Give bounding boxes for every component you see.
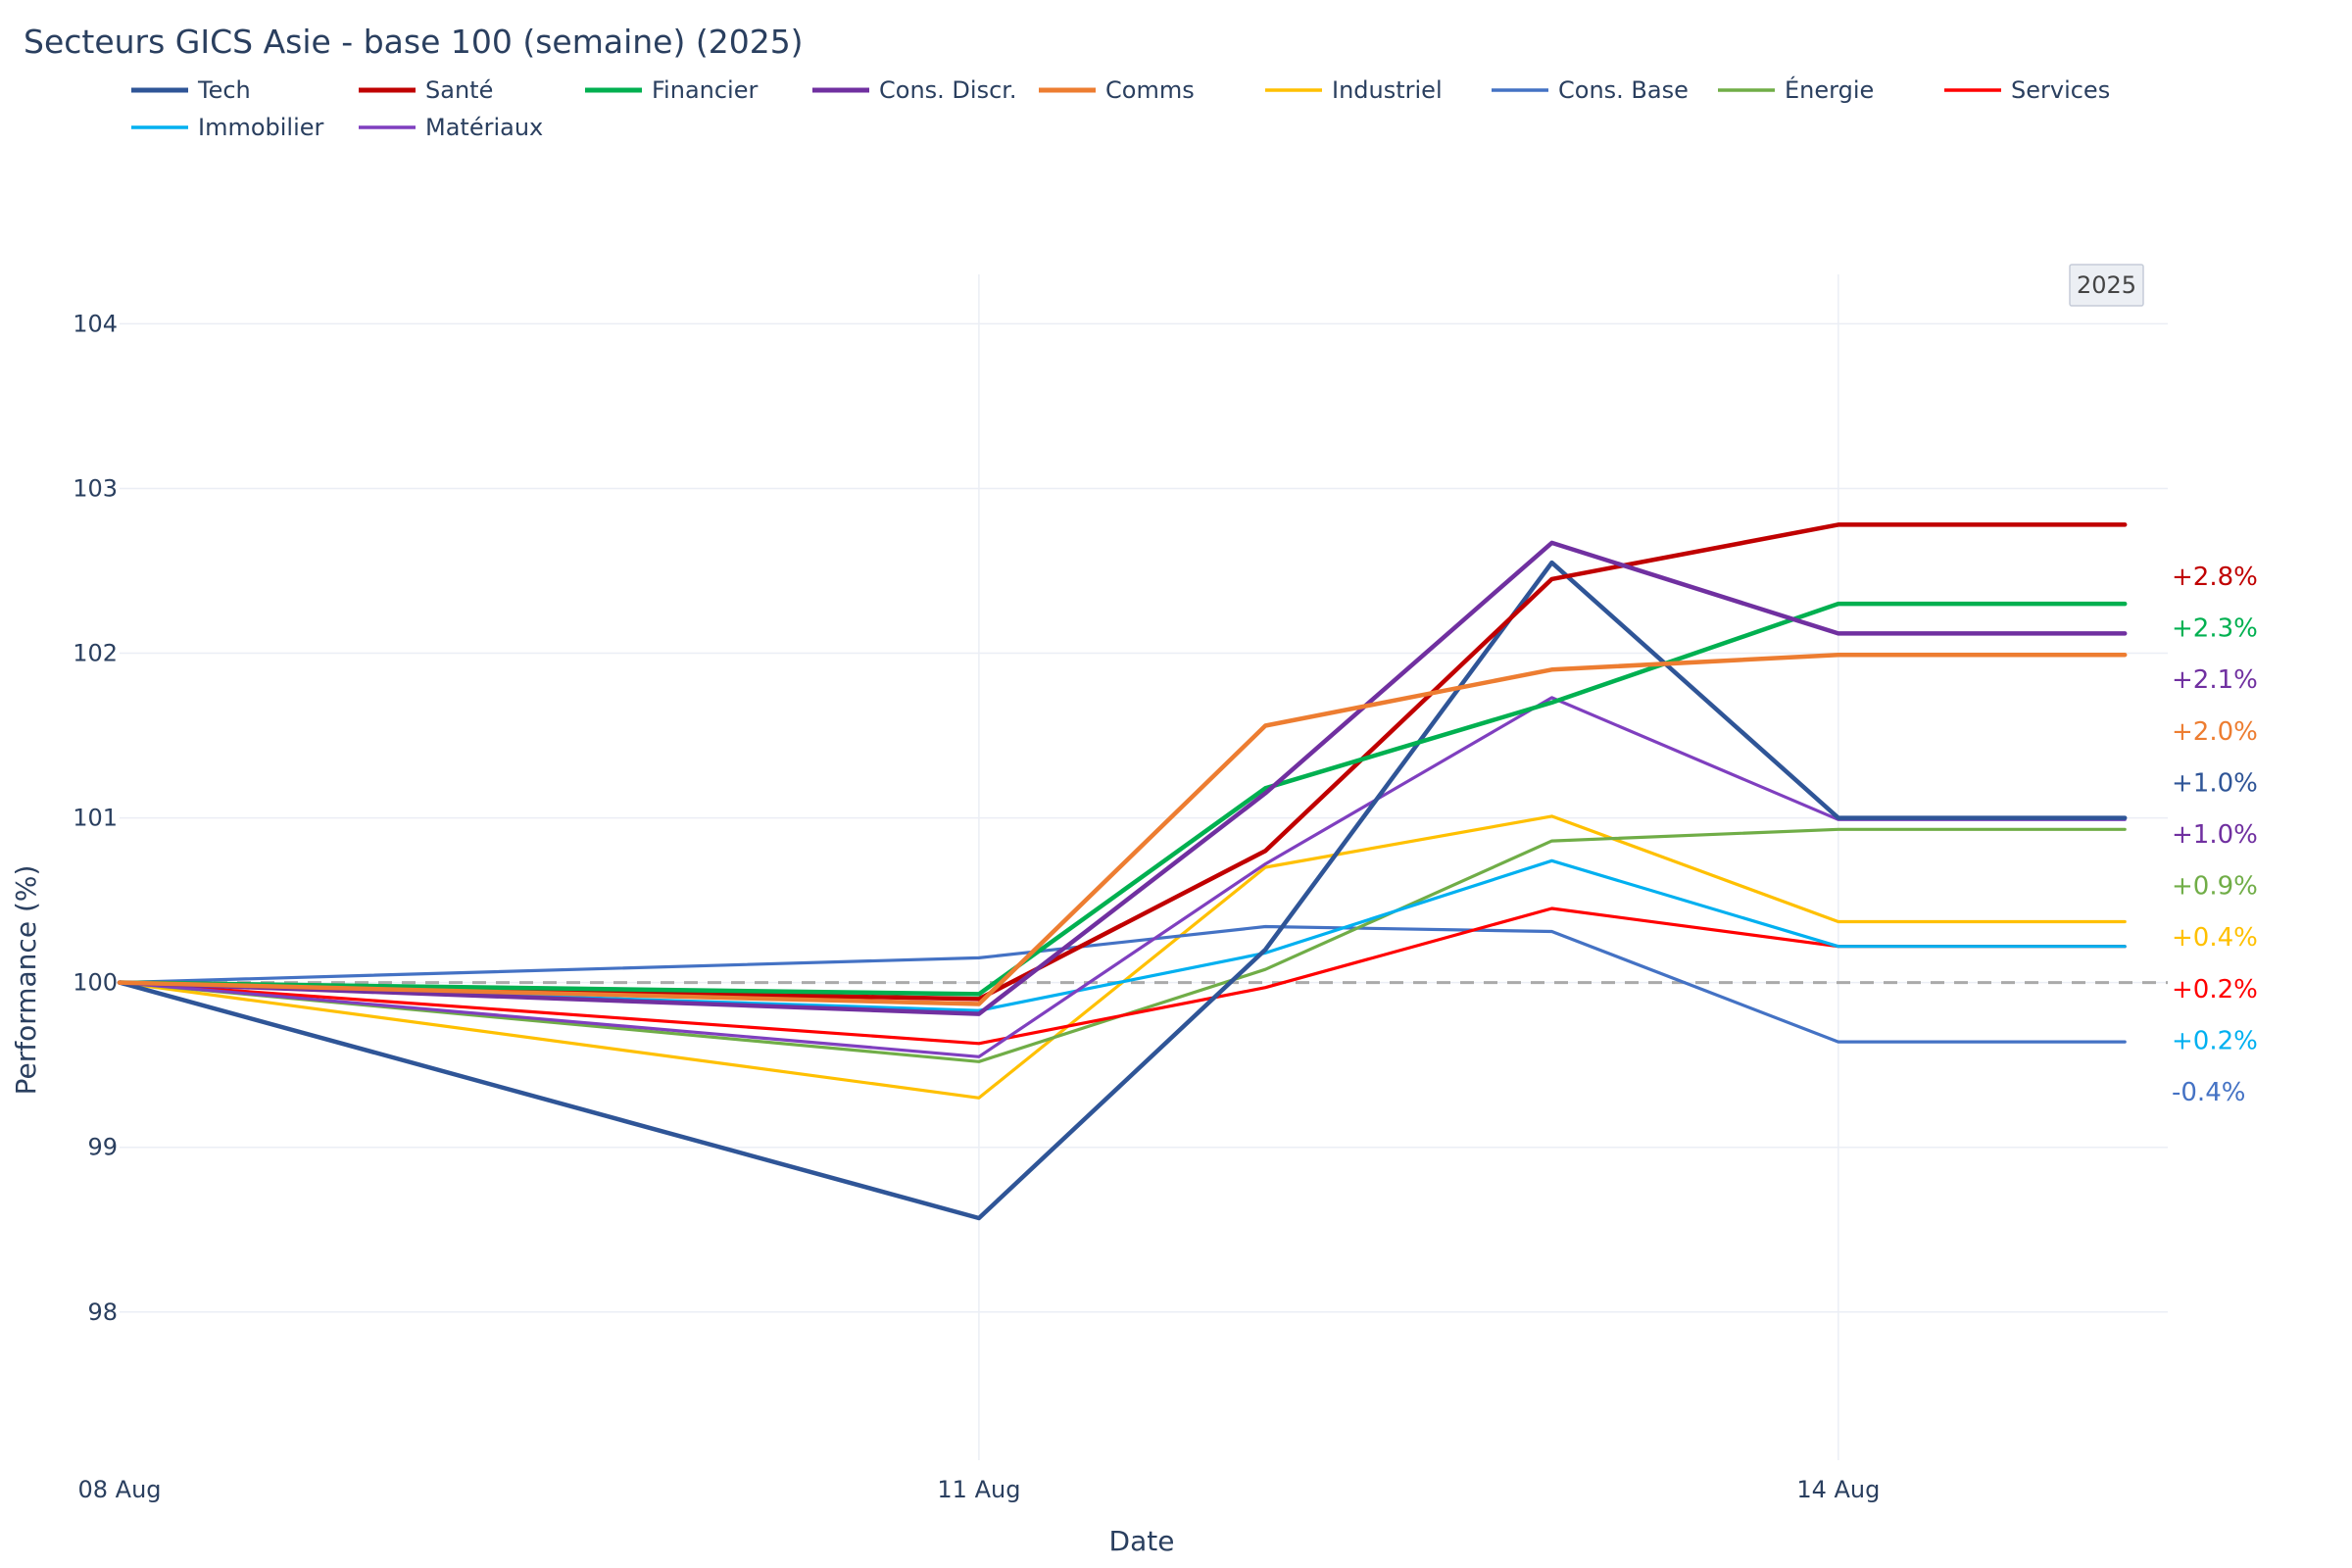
legend-item: Industriel: [1265, 76, 1443, 104]
legend-label: Cons. Base: [1558, 76, 1689, 104]
end-label: +0.4%: [2172, 923, 2258, 953]
legend-item: Énergie: [1718, 75, 1874, 104]
legend-label: Énergie: [1785, 75, 1874, 104]
y-tick-label: 100: [73, 969, 118, 997]
end-label: +0.9%: [2172, 872, 2258, 902]
chart-title: Secteurs GICS Asie - base 100 (semaine) …: [24, 23, 804, 61]
end-label: -0.4%: [2172, 1078, 2245, 1107]
legend-label: Services: [2011, 76, 2110, 104]
legend-label: Industriel: [1332, 76, 1443, 104]
series-line-6: [118, 814, 2127, 1100]
series-line-1: [117, 560, 2128, 1221]
end-label: +2.0%: [2172, 717, 2258, 747]
legend-label: Santé: [425, 76, 493, 104]
end-label: +0.2%: [2172, 1026, 2258, 1055]
legend-item: Cons. Discr.: [812, 76, 1017, 104]
axis-tick-labels: 98 99 100 101 102 103 104 08 Aug 11 Aug 14 Aug: [73, 310, 1880, 1503]
series-line-7: [118, 924, 2127, 1044]
legend-label: Matériaux: [425, 114, 543, 141]
y-tick-label: 101: [73, 805, 118, 832]
series-lines: [117, 522, 2128, 1221]
legend-label: Cons. Discr.: [879, 76, 1017, 104]
legend-item: Santé: [359, 76, 493, 104]
legend-label: Tech: [197, 76, 251, 104]
series-line-3: [117, 601, 2128, 997]
y-axis-title: Performance (%): [10, 865, 42, 1096]
end-label: +1.0%: [2172, 820, 2258, 850]
series-line-4: [117, 540, 2128, 1016]
legend-item: Financier: [585, 76, 758, 104]
y-tick-label: 99: [87, 1134, 118, 1161]
legend-label: Immobilier: [198, 114, 324, 141]
year-badge-label: 2025: [2077, 271, 2136, 299]
legend-item: Tech: [131, 76, 251, 104]
end-label: +2.8%: [2172, 563, 2258, 592]
x-tick-label: 11 Aug: [937, 1476, 1020, 1503]
grid: [120, 274, 2168, 1460]
x-tick-label: 14 Aug: [1796, 1476, 1880, 1503]
series-line-8: [118, 827, 2127, 1063]
legend-item: Services: [1944, 76, 2110, 104]
end-label: +2.3%: [2172, 614, 2258, 644]
x-tick-label: 08 Aug: [77, 1476, 161, 1503]
year-badge: 2025: [2069, 264, 2144, 307]
y-tick-label: 102: [73, 640, 118, 667]
y-tick-label: 98: [87, 1298, 118, 1326]
legend-item: Immobilier: [131, 114, 324, 141]
legend: Tech Santé Financier Cons. Discr. Comms Indus…: [131, 75, 2110, 141]
end-labels: +2.8% +2.3% +2.1% +2.0% +1.0% +1.0% +0.9% +0.4%…: [2172, 563, 2258, 1107]
end-label: +1.0%: [2172, 768, 2258, 798]
series-line-10: [118, 858, 2127, 1012]
legend-label: Comms: [1105, 76, 1195, 104]
end-label: +0.2%: [2172, 975, 2258, 1004]
series-line-2: [117, 522, 2128, 1002]
legend-item: Comms: [1039, 76, 1195, 104]
y-tick-label: 104: [73, 310, 118, 337]
x-axis-title: Date: [1109, 1525, 1175, 1557]
legend-item: Matériaux: [359, 114, 543, 141]
end-label: +2.1%: [2172, 665, 2258, 695]
legend-item: Cons. Base: [1492, 76, 1689, 104]
series-line-5: [117, 652, 2128, 1006]
y-tick-label: 103: [73, 474, 118, 502]
legend-label: Financier: [652, 76, 758, 104]
